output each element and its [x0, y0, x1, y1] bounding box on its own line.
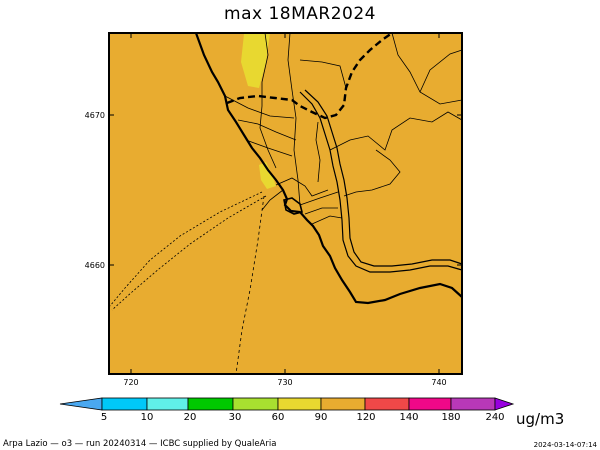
axis-ticks — [109, 33, 462, 374]
footer-credits: Arpa Lazio — o3 — run 20240314 — ICBC su… — [3, 439, 277, 449]
concentration-patch-coast — [259, 162, 276, 189]
colorbar-max-arrow — [494, 397, 515, 411]
footer-timestamp: 2024-03-14-07:14 — [533, 441, 597, 449]
offshore-line-3 — [235, 195, 265, 375]
river-bank — [304, 89, 463, 267]
concentration-patch-north — [241, 33, 270, 88]
colorbar-label: 240 — [485, 412, 504, 423]
map-title: max 18MAR2024 — [224, 4, 376, 24]
urban-area — [283, 197, 303, 215]
colorbar-bin — [101, 397, 148, 411]
colorbar-bin — [232, 397, 279, 411]
colorbar: 5 10 20 30 60 90 120 140 180 240 ug/m3 — [59, 397, 564, 428]
colorbar-label: 20 — [184, 412, 197, 423]
colorbar-label: 90 — [315, 412, 328, 423]
colorbar-unit: ug/m3 — [516, 410, 564, 428]
colorbar-bin — [320, 397, 366, 411]
colorbar-bin — [364, 397, 410, 411]
colorbar-bin — [450, 397, 496, 411]
colorbar-label: 180 — [441, 412, 460, 423]
colorbar-bin — [277, 397, 322, 411]
colorbar-label: 10 — [141, 412, 154, 423]
offshore-line-1 — [109, 191, 263, 307]
colorbar-label: 60 — [272, 412, 285, 423]
x-tick-label: 730 — [277, 378, 292, 387]
colorbar-label: 120 — [356, 412, 375, 423]
colorbar-min-arrow — [59, 397, 103, 411]
map-panel: 720 730 740 4670 4660 — [85, 32, 463, 387]
y-tick-label: 4660 — [85, 261, 105, 270]
y-tick-label: 4670 — [85, 111, 105, 120]
river — [299, 91, 463, 273]
colorbar-label: 5 — [101, 412, 107, 423]
municipal-boundaries — [224, 32, 463, 225]
colorbar-bin — [408, 397, 452, 411]
colorbar-bin — [187, 397, 234, 411]
x-tick-label: 740 — [431, 378, 446, 387]
x-tick-label: 720 — [123, 378, 138, 387]
colorbar-label: 140 — [399, 412, 418, 423]
offshore-line-2 — [111, 195, 267, 311]
colorbar-bin — [146, 397, 189, 411]
colorbar-label: 30 — [229, 412, 242, 423]
